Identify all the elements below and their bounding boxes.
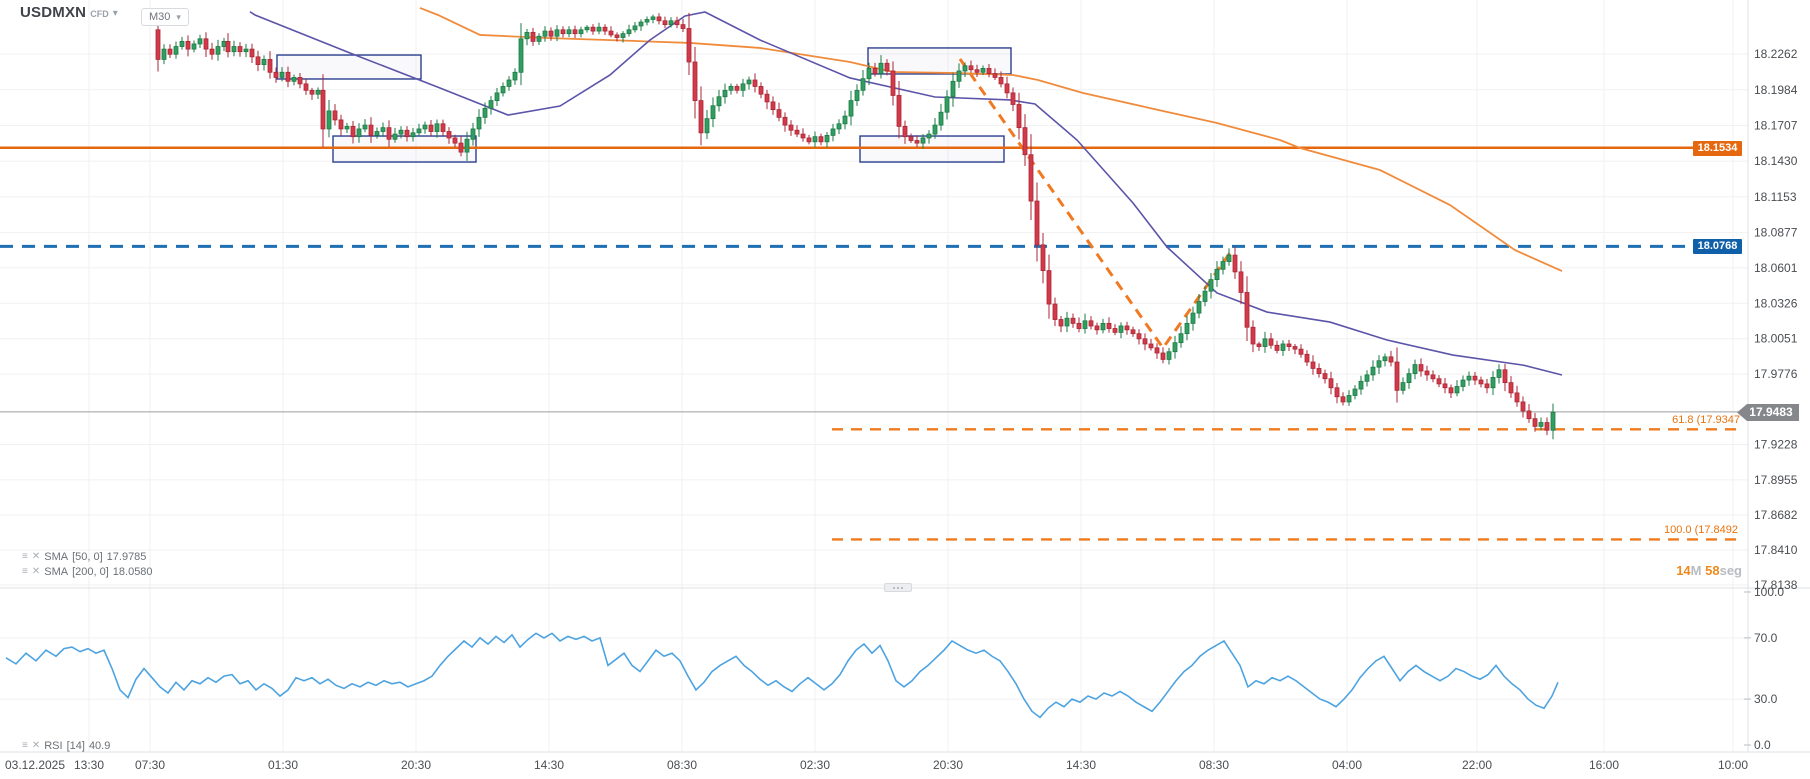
indicator-settings-icon[interactable]: ≡ — [22, 566, 28, 577]
price-tick-label: 18.1984 — [1754, 83, 1798, 97]
price-tick-label: 18.0326 — [1754, 296, 1798, 310]
time-tick-label: 10:00 — [1718, 758, 1748, 772]
drawn-rectangle[interactable] — [332, 135, 477, 163]
fib-level-618-label: 61.8 (17.9347 — [1672, 414, 1740, 426]
chevron-down-icon: ▾ — [176, 11, 181, 22]
trend-zigzag-drawing[interactable] — [958, 58, 1234, 351]
rsi-line[interactable] — [5, 632, 1559, 719]
price-tick-label: 18.0051 — [1754, 332, 1798, 346]
price-tick-label: 17.8138 — [1754, 578, 1798, 592]
time-tick-label: 14:30 — [1066, 758, 1096, 772]
time-axis[interactable] — [0, 752, 1810, 779]
symbol-name: USDMXN — [20, 4, 87, 21]
time-tick-label: 22:00 — [1462, 758, 1492, 772]
timer-seconds-unit: seg — [1719, 563, 1742, 578]
time-tick-label: 08:30 — [1199, 758, 1229, 772]
instrument-type-label: CFD — [90, 9, 109, 19]
indicator-name: SMA — [44, 551, 69, 563]
indicator-settings-icon[interactable]: ≡ — [22, 551, 28, 562]
indicator-name: RSI — [44, 740, 63, 752]
price-tick-label: 18.0877 — [1754, 225, 1798, 239]
sma50-legend: ≡ ✕ SMA [50, 0] 17.9785 — [22, 551, 146, 563]
candles-layer — [155, 12, 1556, 440]
sma50-line[interactable] — [249, 11, 1563, 376]
fib-level-1000-label: 100.0 (17.8492 — [1663, 524, 1738, 536]
sma200-line[interactable] — [419, 7, 1563, 272]
current-price-badge: 17.9483 — [1737, 404, 1799, 421]
indicator-name: SMA — [44, 566, 69, 578]
timer-minutes: 14 — [1676, 563, 1691, 578]
price-tick-label: 17.9776 — [1754, 367, 1798, 381]
indicator-close-icon[interactable]: ✕ — [31, 566, 41, 577]
timeframe-label: M30 — [149, 11, 171, 23]
indicator-params: [200, 0] — [72, 566, 109, 578]
indicator-settings-icon[interactable]: ≡ — [22, 740, 28, 751]
time-tick-label: 20:30 — [933, 758, 963, 772]
symbol-selector[interactable]: USDMXN CFD ▾ — [20, 4, 118, 21]
rsi-tick-label: 0.0 — [1754, 738, 1771, 752]
price-tick-label: 17.8955 — [1754, 473, 1798, 487]
price-tick-label: 18.0601 — [1754, 261, 1798, 275]
price-tick-label: 18.2262 — [1754, 47, 1798, 61]
timeframe-selector[interactable]: M30 ▾ — [141, 8, 189, 26]
price-tick-label: 18.1707 — [1754, 118, 1798, 132]
indicator-value: 17.9785 — [106, 551, 147, 563]
indicator-close-icon[interactable]: ✕ — [31, 740, 41, 751]
price-tick-label: 17.8682 — [1754, 508, 1798, 522]
time-tick-label: 07:30 — [135, 758, 165, 772]
chevron-down-icon: ▾ — [112, 8, 118, 19]
price-tick-label: 17.9228 — [1754, 438, 1798, 452]
drawn-rectangle[interactable] — [859, 135, 1005, 163]
time-tick-label: 02:30 — [800, 758, 830, 772]
indicator-value: 18.0580 — [112, 566, 153, 578]
time-tick-label: 14:30 — [534, 758, 564, 772]
price-tick-label: 17.8410 — [1754, 543, 1798, 557]
pane-resize-handle[interactable] — [884, 583, 912, 592]
time-tick-label: 08:30 — [667, 758, 697, 772]
time-tick-label: 03.12.2025 — [5, 758, 65, 772]
price-tick-label: 18.1153 — [1754, 190, 1797, 204]
resistance-price-badge: 18.1534 — [1693, 141, 1742, 156]
time-tick-label: 01:30 — [268, 758, 298, 772]
timer-minutes-unit: M — [1690, 563, 1702, 578]
indicator-params: [50, 0] — [72, 551, 103, 563]
rsi-legend: ≡ ✕ RSI [14] 40.9 — [22, 740, 110, 752]
time-tick-label: 13:30 — [74, 758, 104, 772]
time-tick-label: 04:00 — [1332, 758, 1362, 772]
support-price-badge: 18.0768 — [1693, 239, 1742, 254]
rsi-tick-label: 100.0 — [1754, 585, 1784, 599]
rsi-tick-label: 30.0 — [1754, 692, 1778, 706]
indicator-value: 40.9 — [88, 740, 111, 752]
indicator-params: [14] — [66, 740, 85, 752]
time-tick-label: 16:00 — [1589, 758, 1619, 772]
rsi-tick-label: 70.0 — [1754, 631, 1778, 645]
sma200-legend: ≡ ✕ SMA [200, 0] 18.0580 — [22, 566, 153, 578]
indicator-close-icon[interactable]: ✕ — [31, 551, 41, 562]
price-tick-label: 18.1430 — [1754, 154, 1798, 168]
price-axis[interactable] — [1748, 0, 1810, 752]
time-tick-label: 20:30 — [401, 758, 431, 772]
candle-countdown-timer: 14M 58seg — [1570, 563, 1742, 578]
drawn-rectangle[interactable] — [276, 54, 422, 80]
timer-seconds: 58 — [1705, 563, 1720, 578]
